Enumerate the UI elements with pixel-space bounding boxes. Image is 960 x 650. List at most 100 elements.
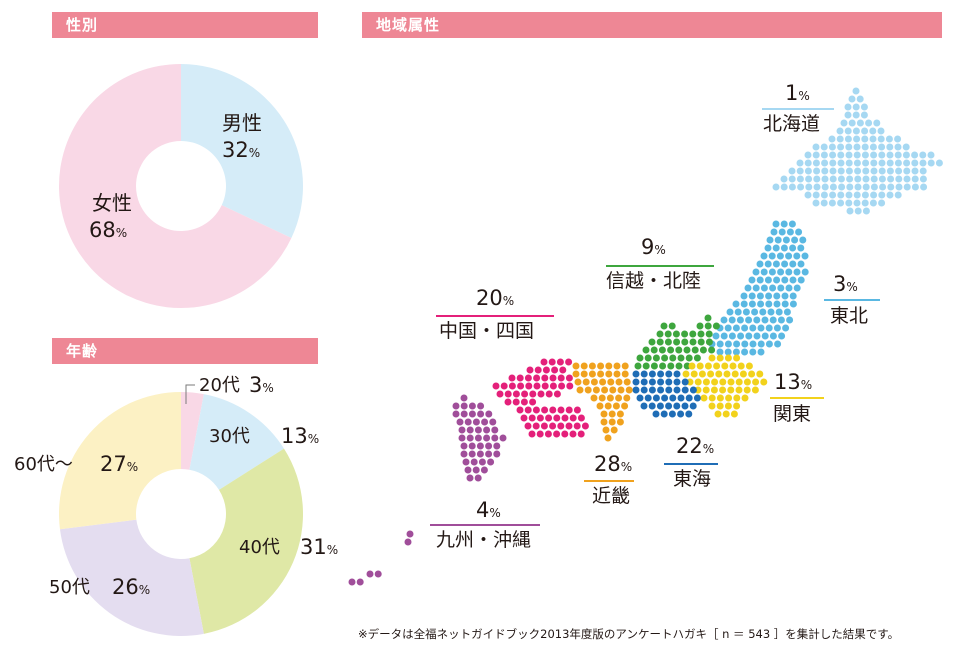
map-dot: [612, 402, 620, 410]
map-dot: [708, 354, 716, 362]
map-dot: [681, 330, 689, 338]
map-dot: [673, 338, 681, 346]
map-dot: [789, 260, 797, 268]
map-dot: [793, 252, 801, 260]
age-slice-0: [181, 392, 204, 470]
map-dot: [720, 316, 728, 324]
map-dot: [711, 378, 719, 386]
map-dot: [712, 322, 720, 330]
map-dot: [870, 183, 878, 191]
map-dot: [460, 394, 468, 402]
map-dot: [780, 220, 788, 228]
map-dot: [772, 244, 780, 252]
male-label: 男性: [222, 111, 262, 135]
map-dot: [895, 167, 903, 175]
map-dot: [681, 386, 689, 394]
map-dot: [894, 143, 902, 151]
map-dot: [702, 386, 710, 394]
map-dot: [894, 151, 902, 159]
map-dot: [852, 111, 860, 119]
map-dot: [789, 276, 797, 284]
map-dot: [452, 410, 460, 418]
map-dot: [801, 252, 809, 260]
map-dot: [644, 354, 652, 362]
region-label-shinetsu-hokuriku: 信越・北陸: [606, 270, 702, 292]
map-dot: [845, 143, 853, 151]
map-dot: [731, 370, 739, 378]
map-dot: [753, 316, 761, 324]
map-dot: [741, 324, 749, 332]
map-dot: [837, 167, 845, 175]
map-dot: [749, 348, 757, 356]
map-dot: [853, 159, 861, 167]
map-dot: [886, 143, 894, 151]
map-dot: [870, 167, 878, 175]
map-dot: [508, 374, 516, 382]
map-dot: [512, 398, 520, 406]
gender-slice-0: [181, 64, 303, 238]
map-dot: [716, 348, 724, 356]
map-dot: [728, 332, 736, 340]
map-dot: [774, 340, 782, 348]
map-dot: [733, 394, 741, 402]
map-dot: [837, 191, 845, 199]
map-dot: [504, 390, 512, 398]
map-dot: [838, 183, 846, 191]
map-dot: [782, 324, 790, 332]
map-dot: [742, 308, 750, 316]
region-value-chugoku-shikoku: 20%: [476, 286, 515, 310]
map-dot: [812, 199, 820, 207]
map-dot: [600, 418, 608, 426]
map-dot: [699, 346, 707, 354]
map-dot: [705, 338, 713, 346]
map-dot: [615, 394, 623, 402]
map-dot: [741, 340, 749, 348]
map-dot: [828, 143, 836, 151]
map-dot: [860, 111, 868, 119]
map-dot: [812, 143, 820, 151]
map-dot: [615, 378, 623, 386]
map-dot: [846, 183, 854, 191]
map-dot: [468, 442, 476, 450]
map-dot: [848, 95, 856, 103]
map-dot: [911, 183, 919, 191]
age-50s-label: 50代: [49, 577, 90, 598]
map-dot: [732, 324, 740, 332]
map-dot: [580, 362, 588, 370]
map-dot: [712, 332, 720, 340]
map-dot: [733, 354, 741, 362]
map-dot: [785, 252, 793, 260]
map-dot: [856, 119, 864, 127]
map-dot: [493, 442, 501, 450]
map-dot: [837, 143, 845, 151]
map-dot: [551, 366, 559, 374]
map-dot: [902, 143, 910, 151]
map-dot: [796, 175, 804, 183]
map-dot: [548, 358, 556, 366]
map-dot: [521, 390, 529, 398]
map-dot: [588, 370, 596, 378]
map-dot: [485, 410, 493, 418]
map-dot: [520, 414, 528, 422]
map-dot: [597, 370, 605, 378]
region-value-kyushu-okinawa: 4%: [476, 498, 501, 522]
age-40s-value: 31%: [300, 535, 339, 559]
map-dot: [919, 167, 927, 175]
map-dot: [716, 402, 724, 410]
map-dot: [476, 450, 484, 458]
map-dot: [844, 135, 852, 143]
map-dot: [559, 366, 567, 374]
map-dot: [844, 111, 852, 119]
map-dot: [561, 414, 569, 422]
map-dot: [786, 228, 794, 236]
map-dot: [557, 406, 565, 414]
map-dot: [685, 394, 693, 402]
map-dot: [878, 191, 886, 199]
map-dot: [862, 175, 870, 183]
map-dot: [715, 370, 723, 378]
map-dot: [732, 348, 740, 356]
map-dot: [853, 191, 861, 199]
map-dot: [741, 348, 749, 356]
map-dot: [632, 378, 640, 386]
map-dot: [878, 175, 886, 183]
